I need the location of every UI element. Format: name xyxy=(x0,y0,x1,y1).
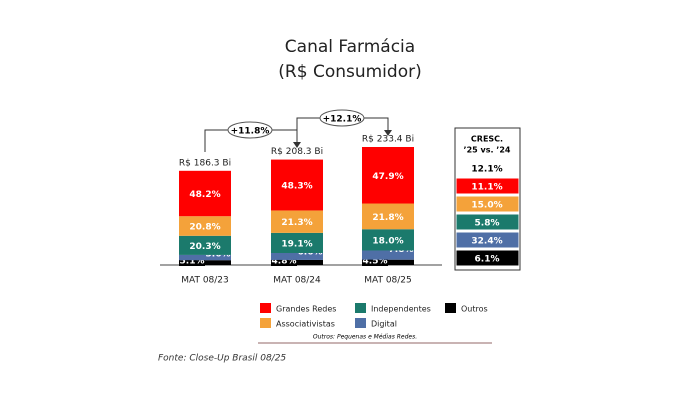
x-tick-label: MAT 08/24 xyxy=(273,276,321,286)
source: Fonte: Close-Up Brasil 08/25 xyxy=(158,354,286,364)
legend-label: Digital xyxy=(371,320,397,329)
table-header: ’25 vs. ’24 xyxy=(464,146,511,155)
value-label: 48.2% xyxy=(189,190,220,200)
value-label: 5.1% xyxy=(180,257,205,267)
bar-segment xyxy=(362,229,414,251)
table-cell xyxy=(455,213,520,231)
table-value: 15.0% xyxy=(471,201,502,211)
value-label: 4.8% xyxy=(272,257,297,267)
table-cell xyxy=(455,195,520,213)
legend-label: Outros xyxy=(461,305,488,314)
bar-segment xyxy=(271,232,323,253)
bar-segment xyxy=(179,254,231,261)
total-label: R$ 208.3 Bi xyxy=(271,147,323,157)
legend-swatch xyxy=(445,303,456,313)
value-label: 18.0% xyxy=(372,236,403,246)
legend-swatch xyxy=(355,318,366,328)
table-value: 32.4% xyxy=(471,237,502,247)
label-bg xyxy=(271,256,297,266)
legend-swatch xyxy=(260,303,271,313)
total-label: R$ 233.4 Bi xyxy=(362,135,414,145)
value-label: 20.3% xyxy=(189,242,220,252)
table-cell xyxy=(455,159,520,177)
legend-swatch xyxy=(260,318,271,328)
label-bg xyxy=(362,256,388,266)
table-cell xyxy=(455,231,520,249)
bar-segment xyxy=(362,250,414,260)
bar-segment xyxy=(179,216,231,236)
bar-segment xyxy=(179,235,231,255)
value-label: 4.5% xyxy=(363,257,388,267)
legend-swatch xyxy=(355,303,366,313)
arrow-head xyxy=(384,130,392,136)
table-cell xyxy=(455,177,520,195)
x-tick-label: MAT 08/25 xyxy=(364,276,412,286)
bar-segment xyxy=(179,170,231,217)
bar-segment xyxy=(362,203,414,230)
legend-label: Associativistas xyxy=(276,320,335,329)
bar-segment xyxy=(271,159,323,211)
value-label: 21.8% xyxy=(372,213,403,223)
table-value: 5.8% xyxy=(475,219,500,229)
table-header: CRESC. xyxy=(471,135,503,144)
growth-label: +11.8% xyxy=(231,127,270,137)
table-border xyxy=(454,127,521,271)
chart-subtitle: (R$ Consumidor) xyxy=(278,62,421,82)
label-bg xyxy=(179,256,205,266)
footnote: Outros: Pequenas e Médias Redes. xyxy=(313,334,417,341)
value-label: 20.8% xyxy=(189,223,220,233)
table-value: 12.1% xyxy=(471,165,502,175)
arrow-head xyxy=(293,142,301,148)
growth-oval xyxy=(319,109,365,127)
x-tick-label: MAT 08/23 xyxy=(181,276,229,286)
bar-segment xyxy=(271,252,323,260)
growth-oval xyxy=(227,121,273,139)
bar-segment xyxy=(362,147,414,204)
legend-label: Grandes Redes xyxy=(276,305,336,314)
growth-label: +12.1% xyxy=(323,115,362,125)
value-label: 21.3% xyxy=(281,218,312,228)
legend-label: Independentes xyxy=(371,305,431,314)
value-label: 48.3% xyxy=(281,182,312,192)
value-label: 47.9% xyxy=(372,172,403,182)
total-label: R$ 186.3 Bi xyxy=(179,158,231,168)
bar-segment xyxy=(271,210,323,233)
table-value: 11.1% xyxy=(471,183,502,193)
value-label: 19.1% xyxy=(281,239,312,249)
table-value: 6.1% xyxy=(475,255,500,265)
chart-title: Canal Farmácia xyxy=(285,37,415,57)
table-cell xyxy=(455,249,520,267)
